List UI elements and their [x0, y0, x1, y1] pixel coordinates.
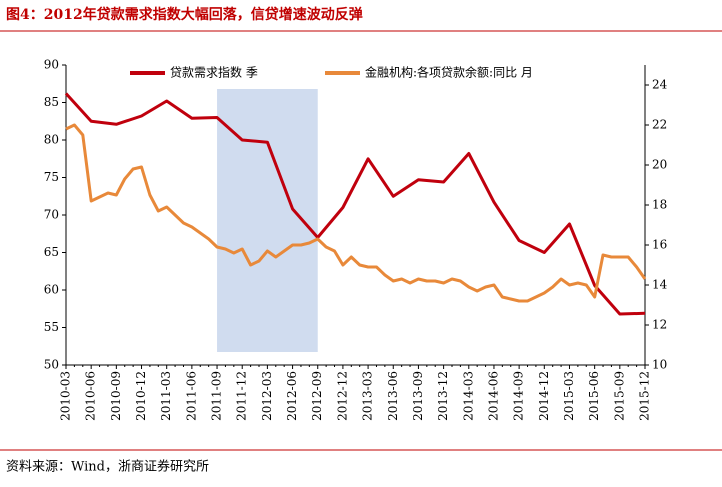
x-tick-label: 2011-12 — [235, 371, 249, 421]
y2-tick-label: 10 — [652, 358, 667, 372]
x-tick-label: 2012-03 — [260, 371, 274, 421]
x-tick-label: 2015-06 — [587, 371, 601, 421]
x-tick-label: 2012-12 — [335, 371, 349, 421]
y-tick-label: 65 — [44, 245, 59, 259]
y-tick-label: 60 — [44, 283, 59, 297]
x-tick-label: 2010-06 — [84, 371, 98, 421]
y-tick-label: 80 — [44, 133, 59, 147]
x-tick-label: 2013-09 — [411, 371, 425, 421]
x-tick-label: 2015-12 — [638, 371, 652, 421]
x-tick-label: 2014-03 — [461, 371, 475, 421]
x-tick-label: 2014-09 — [512, 371, 526, 421]
y-tick-label: 90 — [44, 58, 59, 72]
series-line — [64, 92, 646, 316]
x-tick-label: 2010-12 — [134, 371, 148, 421]
x-tick-label: 2014-12 — [537, 371, 551, 421]
y2-tick-label: 20 — [652, 158, 667, 172]
x-tick-label: 2015-09 — [612, 371, 626, 421]
x-tick-label: 2012-09 — [310, 371, 324, 421]
x-tick-label: 2012-06 — [285, 371, 299, 421]
x-tick-label: 2014-06 — [486, 371, 500, 421]
y2-tick-label: 18 — [652, 198, 667, 212]
x-tick-label: 2010-09 — [109, 371, 123, 421]
y2-tick-label: 16 — [652, 238, 667, 252]
x-tick-label: 2015-03 — [562, 371, 576, 421]
y2-tick-label: 14 — [652, 278, 668, 292]
y-tick-label: 75 — [44, 170, 59, 184]
y-tick-label: 50 — [44, 358, 59, 372]
y-tick-label: 55 — [44, 320, 59, 334]
source: 资料来源：Wind，浙商证券研究所 — [6, 459, 209, 475]
y2-tick-label: 12 — [652, 318, 667, 332]
chart-title: 图4：2012年贷款需求指数大幅回落，信贷增速波动反弹 — [6, 6, 363, 23]
x-tick-label: 2013-12 — [436, 371, 450, 421]
y2-tick-label: 24 — [652, 78, 668, 92]
x-tick-label: 2013-03 — [361, 371, 375, 421]
legend-label: 金融机构:各项贷款余额:同比 月 — [365, 65, 533, 80]
series-line — [65, 123, 647, 303]
x-tick-label: 2011-06 — [184, 371, 198, 421]
x-tick-label: 2013-06 — [386, 371, 400, 421]
x-tick-label: 2011-03 — [159, 371, 173, 421]
y-tick-label: 70 — [44, 208, 59, 222]
y2-tick-label: 22 — [652, 118, 667, 132]
x-tick-label: 2011-09 — [210, 371, 224, 421]
x-tick-label: 2010-03 — [59, 371, 73, 421]
legend-label: 贷款需求指数 季 — [170, 65, 258, 80]
y-tick-label: 85 — [44, 95, 59, 109]
